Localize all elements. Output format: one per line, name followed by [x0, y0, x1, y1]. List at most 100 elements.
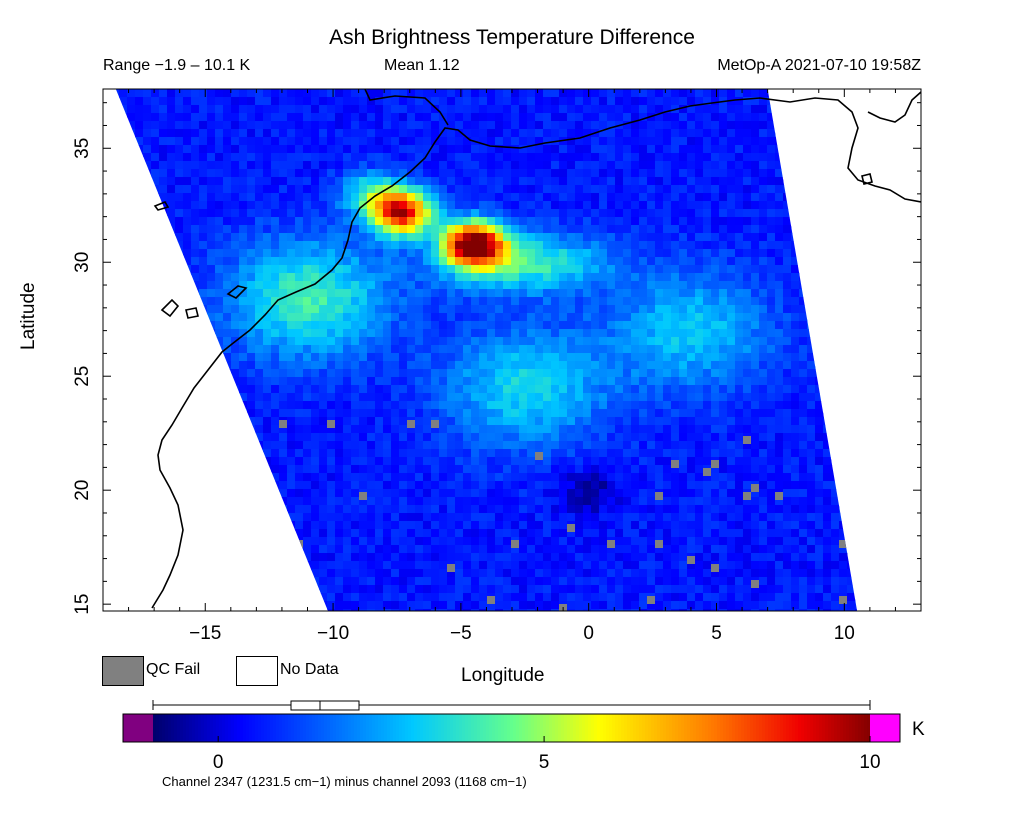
heat-cell — [807, 369, 816, 378]
heat-cell — [295, 409, 304, 418]
heat-cell — [359, 233, 368, 242]
heat-cell — [855, 265, 858, 274]
heat-cell — [271, 273, 280, 282]
heat-cell — [367, 409, 376, 418]
heat-cell — [895, 241, 904, 250]
heat-cell — [375, 89, 384, 98]
heat-cell — [231, 257, 240, 266]
heat-cell — [263, 177, 272, 186]
heat-cell — [783, 129, 792, 138]
heat-cell — [479, 353, 488, 362]
heat-cell — [175, 209, 184, 218]
heat-cell — [551, 425, 560, 434]
heat-cell — [143, 145, 152, 154]
heat-cell — [207, 425, 216, 434]
heat-cell — [895, 441, 904, 450]
heat-cell — [183, 473, 192, 482]
heat-cell — [567, 89, 576, 98]
heat-cell — [383, 249, 392, 258]
heat-cell — [199, 417, 208, 426]
heat-cell — [151, 321, 160, 330]
heat-cell — [207, 337, 216, 346]
heat-cell — [823, 265, 832, 274]
heat-cell — [535, 457, 544, 466]
heat-cell — [775, 225, 784, 234]
heat-cell — [183, 217, 192, 226]
heat-cell — [695, 153, 704, 162]
heat-cell — [431, 353, 440, 362]
heat-cell — [679, 137, 688, 146]
heat-cell — [439, 401, 448, 410]
heat-cell — [143, 425, 152, 434]
heat-cell — [703, 281, 712, 290]
heat-cell — [711, 105, 720, 114]
heat-cell — [583, 417, 592, 426]
heat-cell — [511, 89, 520, 98]
heat-cell — [559, 369, 568, 378]
heat-cell — [295, 257, 304, 266]
heat-cell — [623, 233, 632, 242]
heat-cell — [407, 329, 416, 338]
heat-cell — [399, 257, 408, 266]
heat-cell — [639, 409, 648, 418]
heat-cell — [375, 137, 384, 146]
heat-cell — [359, 209, 368, 218]
heat-cell — [703, 265, 712, 274]
heat-cell — [115, 161, 120, 170]
heat-cell — [911, 137, 920, 146]
heat-cell — [847, 193, 856, 202]
heat-cell — [807, 233, 816, 242]
heat-cell — [175, 121, 184, 130]
heat-cell — [383, 265, 392, 274]
heat-cell — [519, 385, 528, 394]
heat-cell — [327, 161, 336, 170]
heat-cell — [623, 417, 632, 426]
heat-cell — [463, 377, 472, 386]
heat-cell — [543, 105, 552, 114]
heat-cell — [519, 137, 528, 146]
heat-cell — [479, 113, 488, 122]
heat-cell — [383, 377, 392, 386]
heat-cell — [439, 313, 448, 322]
heat-cell — [879, 353, 888, 362]
heat-cell — [767, 425, 776, 434]
heat-cell — [143, 385, 152, 394]
heat-cell — [727, 233, 736, 242]
heat-cell — [559, 297, 568, 306]
heat-cell — [295, 265, 304, 274]
heat-cell — [535, 385, 544, 394]
heat-cell — [255, 473, 264, 482]
heat-cell — [135, 201, 144, 210]
heat-cell — [255, 425, 264, 434]
heat-cell — [487, 273, 496, 282]
heat-cell — [215, 265, 224, 274]
heat-cell — [783, 361, 792, 370]
heat-cell — [823, 153, 832, 162]
heat-cell — [431, 177, 440, 186]
heat-cell — [399, 393, 408, 402]
heat-cell — [911, 161, 920, 170]
heat-cell — [743, 465, 752, 474]
heat-cell — [575, 257, 584, 266]
heat-cell — [791, 377, 800, 386]
heat-cell — [311, 425, 320, 434]
heat-cell — [743, 137, 752, 146]
heat-cell — [759, 257, 768, 266]
heat-cell — [351, 137, 360, 146]
heat-cell — [263, 321, 272, 330]
heat-cell — [367, 129, 376, 138]
heat-cell — [639, 257, 648, 266]
heat-cell — [319, 433, 328, 442]
heat-cell — [559, 281, 568, 290]
heat-cell — [911, 409, 920, 418]
heat-cell — [583, 257, 592, 266]
heat-cell — [119, 161, 128, 170]
heat-cell — [847, 297, 856, 306]
heat-cell — [375, 225, 384, 234]
heat-cell — [511, 329, 520, 338]
heat-cell — [559, 209, 568, 218]
heat-cell — [471, 281, 480, 290]
heat-cell — [199, 137, 208, 146]
heat-cell — [327, 97, 336, 106]
heat-cell — [359, 337, 368, 346]
